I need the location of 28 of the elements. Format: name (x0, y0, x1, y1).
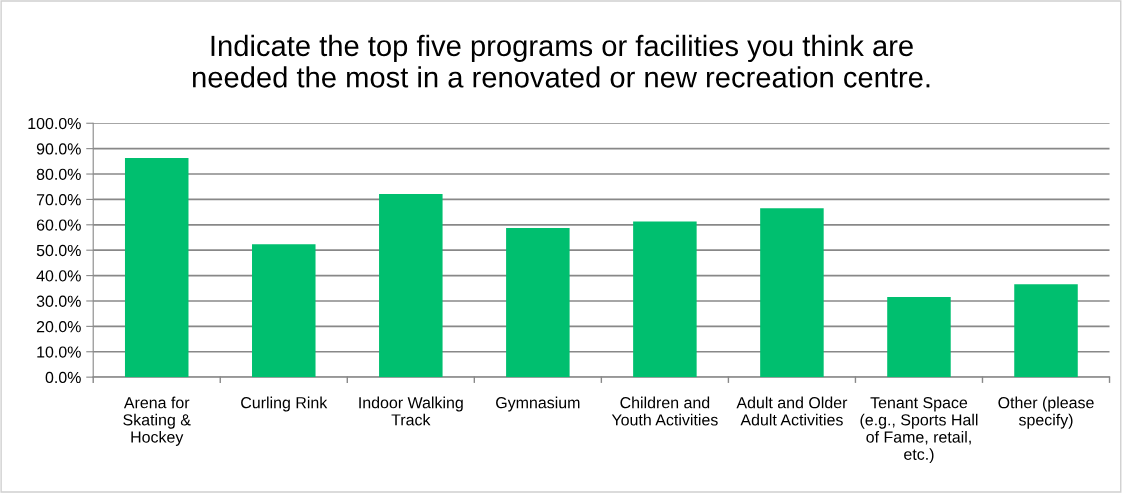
y-tick-label: 80.0% (36, 168, 81, 180)
y-tick-label: 0.0% (45, 371, 81, 384)
x-tick-label: Tenant Space (e.g., Sports Hall of Fame, retail, etc.) (860, 397, 978, 464)
bar (760, 208, 824, 378)
y-tick-label: 100.0% (28, 117, 81, 130)
x-tick-label: Adult and Older Adult Activities (736, 396, 848, 426)
bar (252, 244, 316, 378)
x-tick-label: Other (please specify) (998, 396, 1094, 429)
bar (124, 158, 189, 378)
chart-title: Indicate the top five programs or facilities you think are needed the most in a renovated or new recreation centre. (192, 34, 930, 88)
y-tick-label: 50.0% (36, 244, 81, 257)
x-tick-label: Curling Rink (241, 396, 328, 412)
bar (506, 228, 570, 378)
y-tick-label: 20.0% (36, 321, 81, 333)
y-tick-label: 70.0% (36, 194, 81, 206)
y-tick-label: 90.0% (36, 143, 81, 155)
y-tick-label: 30.0% (36, 295, 81, 307)
y-tick-label: 10.0% (37, 346, 81, 358)
bar (887, 296, 951, 378)
x-tick-label: Gymnasium (496, 396, 580, 412)
y-tick-label: 40.0% (36, 270, 81, 282)
x-tick-label: Indoor Walking Track (359, 396, 463, 426)
bar (379, 194, 443, 378)
y-tick-label: 60.0% (36, 219, 81, 231)
x-tick-label: Children and Youth Activities (611, 396, 718, 426)
bar (1014, 284, 1078, 378)
x-tick-label: Arena for Skating & Hockey (123, 396, 191, 446)
bar (633, 221, 697, 378)
